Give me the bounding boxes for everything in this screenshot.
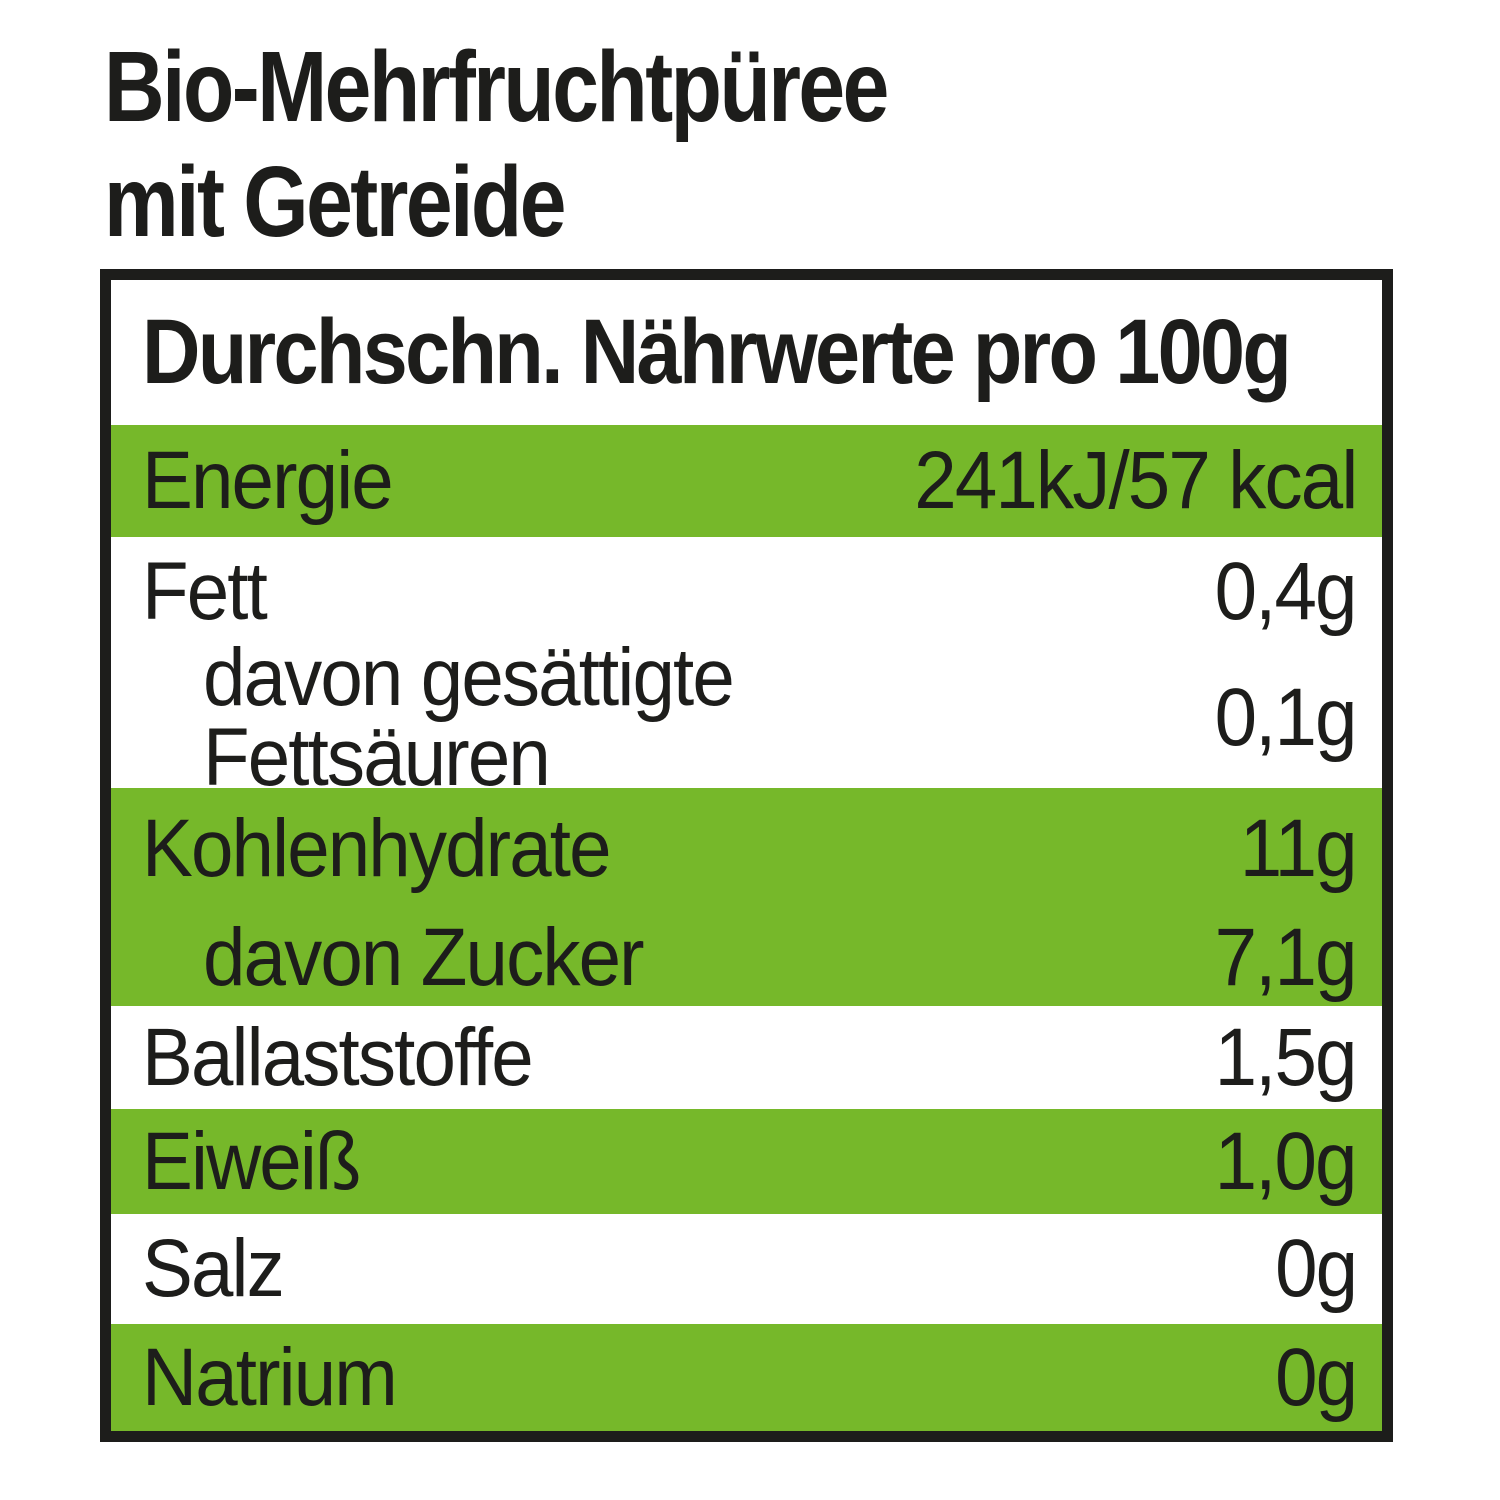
- table-header-text: Durchschn. Nährwerte pro 100g: [142, 301, 1292, 403]
- product-title-line1: Bio-Mehrfruchtpüree: [104, 31, 889, 143]
- row-value-zucker: 7,1g: [1215, 912, 1358, 1003]
- table-row-ballaststoffe: Ballaststoffe 1,5g: [111, 1006, 1382, 1109]
- row-label-gesaettigte-fettsaeuren: davon gesättigte Fettsäuren: [203, 631, 735, 803]
- row-value-kohlenhydrate: 11g: [1239, 803, 1358, 894]
- table-row-zucker: davon Zucker 7,1g: [111, 910, 1382, 1006]
- table-row-kohlenhydrate: Kohlenhydrate 11g: [111, 788, 1382, 910]
- row-label-energie: Energie: [142, 435, 394, 527]
- row-label-kohlenhydrate: Kohlenhydrate: [142, 803, 612, 895]
- table-row-salz: Salz 0g: [111, 1214, 1382, 1324]
- row-value-ballaststoffe: 1,5g: [1215, 1011, 1358, 1103]
- row-label-ballaststoffe: Ballaststoffe: [142, 1011, 534, 1103]
- table-row-fett: Fett 0,4g: [111, 537, 1382, 647]
- product-title-line2: mit Getreide: [104, 146, 566, 258]
- row-value-natrium: 0g: [1274, 1331, 1358, 1423]
- row-label-natrium: Natrium: [142, 1331, 398, 1423]
- table-row-energie: Energie 241kJ/57 kcal: [111, 425, 1382, 537]
- table-row-eiweiss: Eiweiß 1,0g: [111, 1109, 1382, 1214]
- table-row-natrium: Natrium 0g: [111, 1324, 1382, 1431]
- row-value-gesaettigte-fettsaeuren: 0,1g: [1215, 671, 1358, 763]
- product-title: Bio-Mehrfruchtpüree mit Getreide: [104, 30, 1036, 260]
- table-row-gesaettigte-fettsaeuren: davon gesättigte Fettsäuren 0,1g: [111, 636, 1382, 798]
- table-header-row: Durchschn. Nährwerte pro 100g: [111, 280, 1382, 425]
- row-label-salz: Salz: [142, 1223, 285, 1315]
- nutrition-table: Durchschn. Nährwerte pro 100g Energie 24…: [100, 269, 1393, 1442]
- row-value-eiweiss: 1,0g: [1215, 1115, 1358, 1207]
- row-label-zucker: davon Zucker: [203, 912, 645, 1004]
- row-label-fett: Fett: [142, 546, 268, 638]
- row-label-eiweiss: Eiweiß: [142, 1115, 362, 1207]
- row-value-fett: 0,4g: [1215, 546, 1358, 637]
- row-value-salz: 0g: [1274, 1223, 1358, 1314]
- row-value-energie: 241kJ/57 kcal: [913, 435, 1358, 526]
